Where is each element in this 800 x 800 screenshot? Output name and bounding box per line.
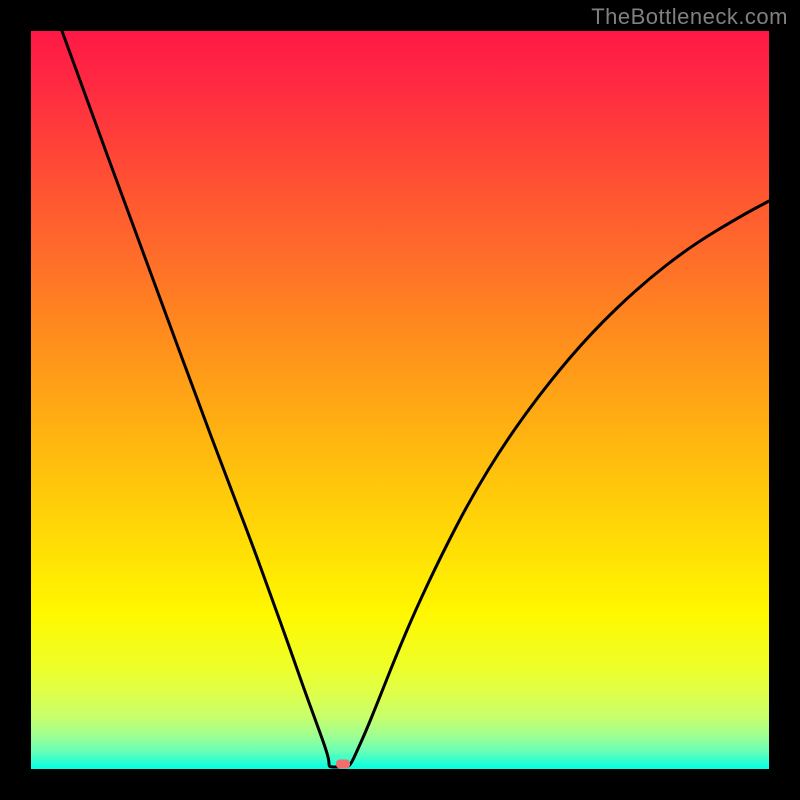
- chart-curve: [31, 31, 769, 769]
- chart-plot-area: [31, 31, 769, 769]
- chart-frame: [31, 31, 769, 769]
- attribution-text: TheBottleneck.com: [591, 4, 788, 30]
- chart-min-marker: [336, 760, 350, 769]
